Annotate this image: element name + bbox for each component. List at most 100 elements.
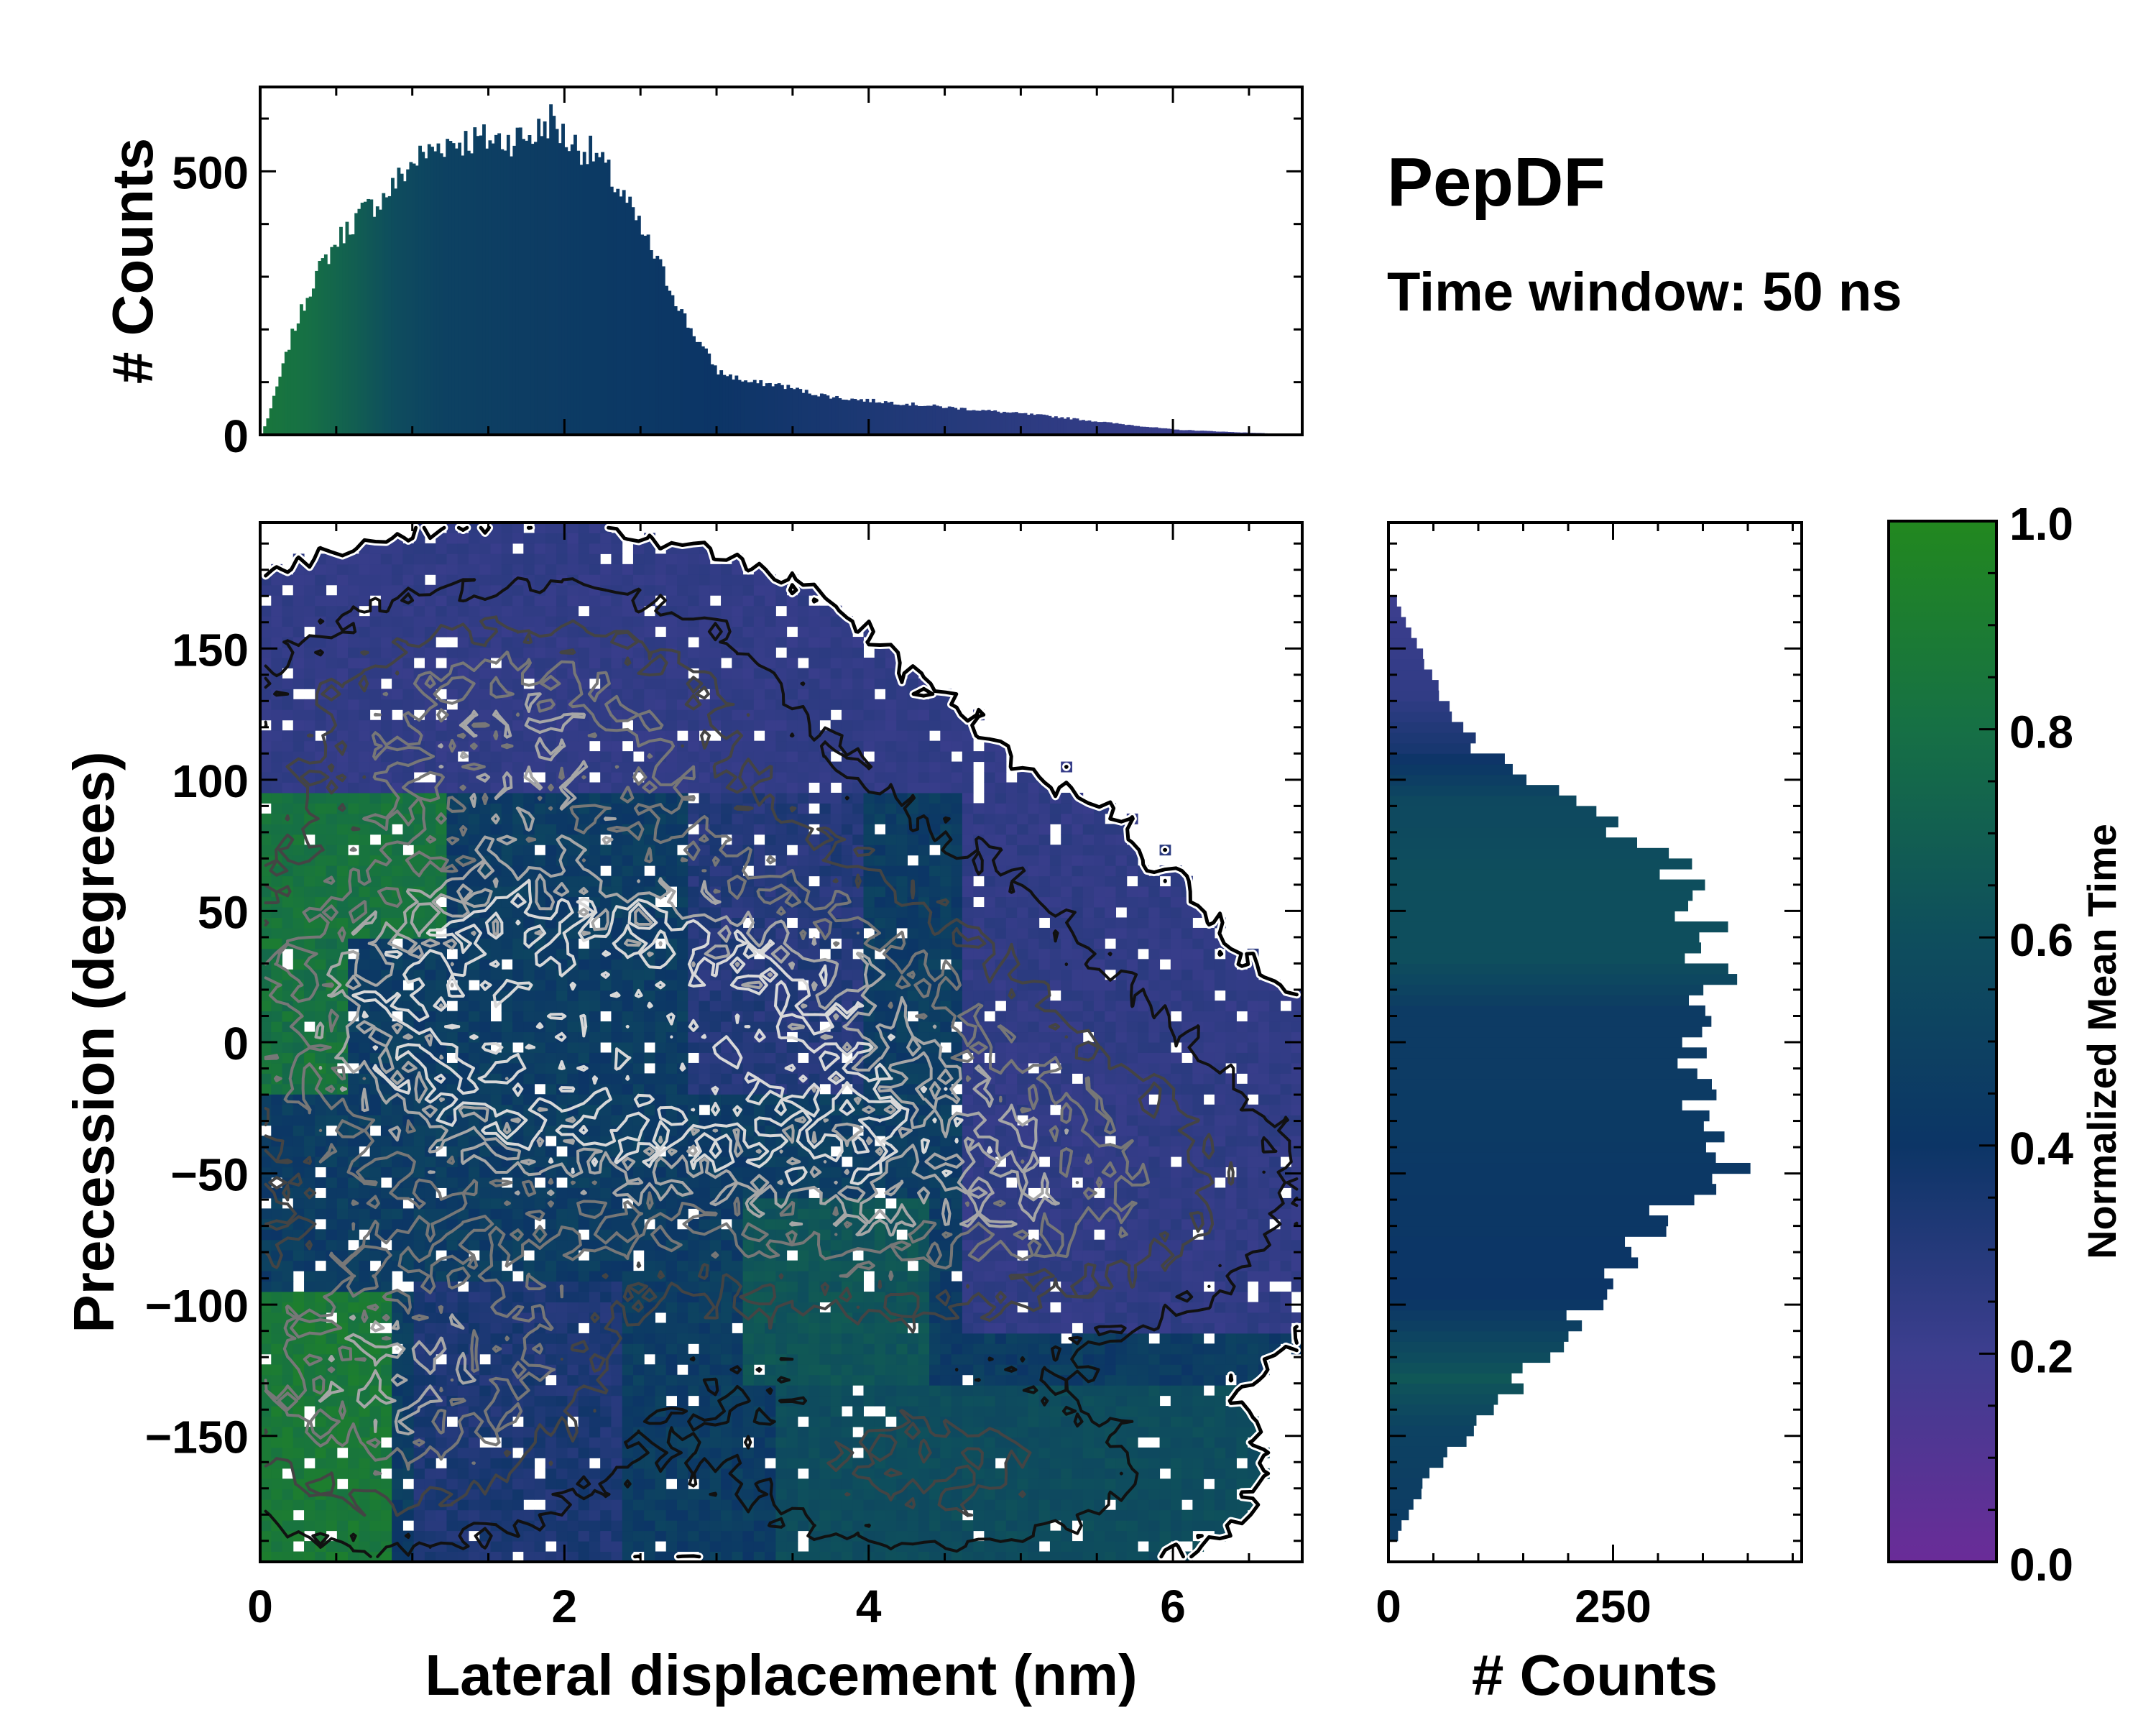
heatmap-cell (1148, 1353, 1161, 1365)
heatmap-cell (556, 1374, 568, 1386)
heatmap-cell (655, 1250, 667, 1261)
heatmap-cell (336, 1427, 349, 1438)
heatmap-cell (556, 1073, 568, 1085)
heatmap-cell (545, 1208, 557, 1220)
heatmap-cell (1072, 1551, 1084, 1562)
heatmap-cell (1148, 1322, 1161, 1334)
heatmap-cell (1258, 1197, 1270, 1209)
heatmap-cell (326, 1551, 338, 1562)
heatmap-cell (1269, 1271, 1281, 1282)
heatmap-cell (1258, 1083, 1270, 1095)
heatmap-cell (556, 1427, 568, 1438)
heatmap-cell (1072, 1302, 1084, 1313)
heatmap-cell (765, 1406, 776, 1417)
heatmap-cell (742, 1374, 755, 1386)
heatmap-cell (995, 1073, 1007, 1085)
heatmap-cell (1028, 1541, 1040, 1552)
heatmap-cell (589, 1395, 601, 1407)
heatmap-cell (775, 1364, 788, 1376)
heatmap-cell (1170, 1353, 1182, 1365)
heatmap-cell (984, 1281, 996, 1292)
heatmap-cell (885, 1478, 897, 1490)
heatmap-cell (1105, 1478, 1117, 1490)
heatmap-cell (1005, 1260, 1018, 1271)
heatmap-cell (260, 1239, 272, 1251)
heatmap-cell (567, 1541, 579, 1552)
heatmap-cell (852, 1281, 864, 1292)
heatmap-cell (611, 1073, 623, 1085)
heatmap-cell (392, 1333, 403, 1344)
top-histogram-bar (266, 418, 270, 435)
top-histogram-bar (939, 406, 942, 435)
heatmap-cell (677, 1416, 688, 1427)
heatmap-cell (490, 1333, 502, 1344)
heatmap-cell (1049, 1499, 1061, 1511)
heatmap-cell (1005, 1094, 1018, 1105)
heatmap-cell (436, 1167, 447, 1178)
heatmap-cell (1159, 1427, 1171, 1438)
heatmap-cell (918, 1499, 930, 1511)
heatmap-cell (1082, 1458, 1095, 1469)
heatmap-cell (995, 1468, 1007, 1479)
heatmap-cell (742, 1447, 755, 1458)
heatmap-cell (469, 1322, 480, 1334)
heatmap-cell (523, 1447, 535, 1458)
heatmap-cell (1094, 1374, 1105, 1386)
heatmap-cell (479, 1167, 492, 1178)
heatmap-cell (1247, 1343, 1259, 1355)
heatmap-cell (556, 1312, 568, 1323)
heatmap-cell (1105, 1229, 1117, 1241)
heatmap-cell (830, 1489, 842, 1500)
heatmap-cell (1126, 1530, 1138, 1542)
heatmap-cell (1082, 1239, 1095, 1251)
heatmap-cell (688, 1312, 700, 1323)
heatmap-cell (665, 1312, 678, 1323)
heatmap-cell (918, 1302, 930, 1313)
heatmap-cell (589, 1551, 601, 1562)
heatmap-cell (929, 1322, 941, 1334)
heatmap-cell (1192, 1364, 1204, 1376)
heatmap-cell (556, 1260, 568, 1271)
heatmap-cell (457, 1042, 469, 1053)
heatmap-cell (973, 1499, 985, 1511)
heatmap-cell (1247, 1187, 1259, 1199)
heatmap-cell (688, 1281, 700, 1292)
heatmap-cell (1138, 1042, 1149, 1053)
heatmap-cell (655, 1478, 667, 1490)
heatmap-cell (1203, 1427, 1215, 1438)
heatmap-cell (1061, 1447, 1072, 1458)
heatmap-cell (1105, 1250, 1117, 1261)
heatmap-cell (1038, 1042, 1051, 1053)
heatmap-cell (841, 1499, 853, 1511)
heatmap-cell (1225, 1187, 1237, 1199)
heatmap-cell (1148, 1292, 1161, 1302)
heatmap-cell (665, 1551, 678, 1562)
heatmap-cell (1214, 1052, 1226, 1064)
heatmap-cell (1247, 1125, 1259, 1136)
heatmap-cell (359, 1458, 371, 1469)
heatmap-cell (1181, 1260, 1193, 1271)
top-histogram-bar (728, 374, 732, 435)
heatmap-cell (1225, 1208, 1237, 1220)
heatmap-cell (1115, 1187, 1128, 1199)
heatmap-cell (665, 1094, 678, 1105)
heatmap-cell (699, 1343, 711, 1355)
heatmap-cell (1061, 1062, 1072, 1074)
heatmap-cell (1061, 1416, 1072, 1427)
heatmap-cell (611, 1260, 623, 1271)
heatmap-cell (1269, 1042, 1281, 1053)
heatmap-cell (282, 1499, 294, 1511)
heatmap-cell (1192, 1271, 1204, 1282)
heatmap-cell (1105, 1374, 1117, 1386)
heatmap-cell (578, 1447, 590, 1458)
heatmap-cell (896, 1499, 908, 1511)
heatmap-cell (808, 1197, 820, 1209)
top-histogram-bar (653, 258, 656, 435)
heatmap-cell (369, 1530, 382, 1542)
top-histogram-bar (412, 163, 416, 435)
heatmap-cell (611, 1021, 623, 1033)
heatmap-cell (260, 1406, 272, 1417)
heatmap-cell (260, 1499, 272, 1511)
top-histogram-bar (1082, 420, 1085, 435)
heatmap-cell (479, 1292, 492, 1302)
